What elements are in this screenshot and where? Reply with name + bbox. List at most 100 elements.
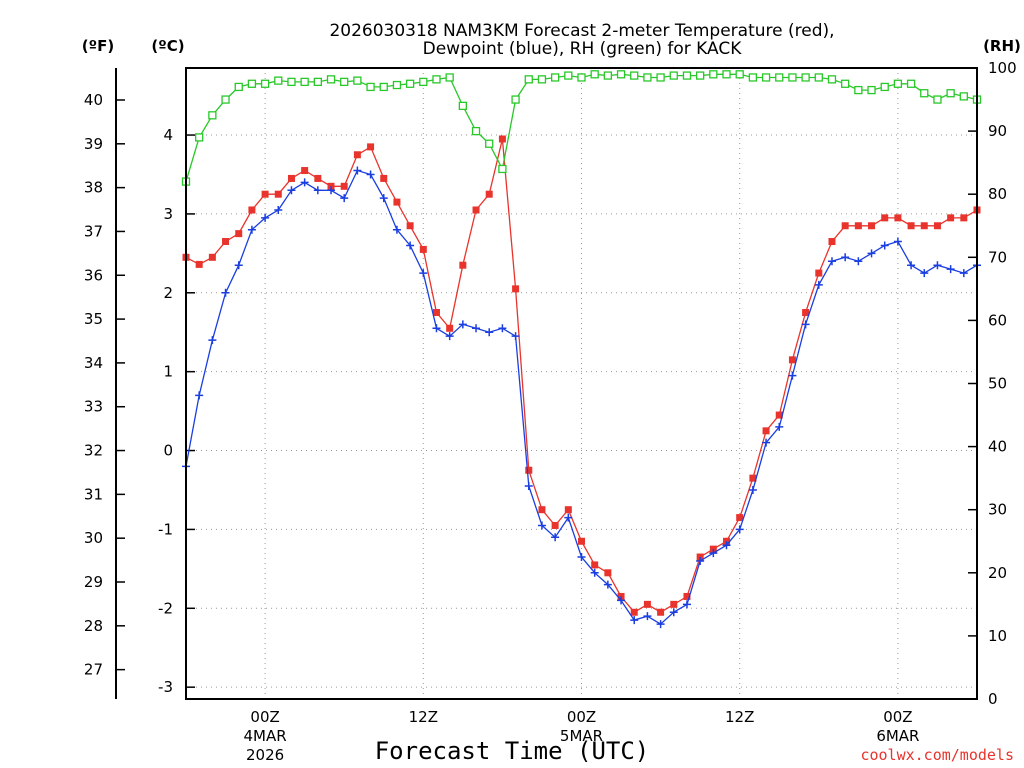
dewpoint-point [195, 391, 204, 400]
rh-point [920, 89, 929, 98]
rh-tick-label: 60 [988, 311, 1007, 329]
rh-point [485, 139, 494, 148]
rh-point [577, 73, 586, 82]
temperature-point [419, 245, 427, 253]
dewpoint-point [748, 485, 757, 494]
rh-tick-label: 0 [988, 690, 998, 708]
temperature-point [459, 261, 467, 269]
celsius-tick-label: 1 [163, 363, 173, 381]
dewpoint-point [432, 324, 441, 333]
fahrenheit-tick-label: 40 [84, 91, 103, 109]
temperature-point [630, 608, 638, 616]
dewpoint-point [472, 324, 481, 333]
dewpoint-point [656, 620, 665, 629]
dewpoint-point [498, 324, 507, 333]
time-tick-label: 12Z [725, 708, 754, 726]
dewpoint-point [261, 213, 270, 222]
dewpoint-point [959, 269, 968, 278]
temperature-point [749, 474, 757, 482]
dewpoint-point [564, 513, 573, 522]
temperature-point [287, 174, 295, 182]
dewpoint-point [485, 328, 494, 337]
rh-tick-label: 10 [988, 627, 1007, 645]
fahrenheit-tick-label: 39 [84, 135, 103, 153]
temperature-point [393, 198, 401, 206]
plot-frame [185, 67, 978, 700]
temperature-point [841, 222, 849, 230]
year-tick-label: 2026 [246, 746, 284, 764]
fahrenheit-tick-label: 32 [84, 442, 103, 460]
dewpoint-point [287, 186, 296, 195]
temperature-point [498, 135, 506, 143]
rh-point [550, 73, 560, 82]
temperature-point [195, 260, 203, 268]
temperature-point [472, 206, 480, 214]
dewpoint-point [643, 612, 652, 621]
fahrenheit-tick-label: 27 [84, 661, 103, 679]
rh-point [353, 76, 362, 85]
time-tick-label: 00Z [250, 708, 279, 726]
dewpoint-point [445, 332, 454, 341]
chart-title-line2: Dewpoint (blue), RH (green) for KACK [423, 39, 743, 59]
dewpoint-point [801, 320, 810, 329]
temperature-point [736, 514, 744, 522]
dewpoint-point [775, 422, 784, 431]
rh-point [643, 73, 652, 82]
rh-point [682, 71, 692, 80]
temperature-point [788, 356, 796, 364]
dewpoint-point [669, 608, 678, 617]
dewpoint-point [537, 521, 546, 530]
dewpoint-point [353, 166, 362, 175]
rh-point [590, 70, 599, 79]
chart-title-line1: 2026030318 NAM3KM Forecast 2-meter Tempe… [329, 21, 834, 41]
fahrenheit-tick-label: 30 [84, 529, 103, 547]
temperature-point [960, 214, 968, 222]
temperature-point [551, 521, 559, 529]
rh-point [603, 71, 613, 80]
dewpoint-point [458, 320, 467, 329]
temperature-point [683, 592, 691, 600]
rh-point [656, 73, 665, 82]
rh-point [419, 77, 428, 87]
dewpoint-point [893, 237, 902, 246]
temperature-point [353, 151, 361, 159]
dewpoint-point [274, 205, 283, 214]
dewpoint-point [722, 541, 731, 550]
dewpoint-point [682, 600, 691, 609]
dewpoint-point [827, 257, 836, 266]
rh-point [340, 77, 349, 87]
rh-point [392, 80, 402, 90]
dewpoint-point [946, 265, 955, 274]
series-layer [181, 70, 982, 629]
dewpoint-point [735, 525, 744, 534]
date-tick-label: 5MAR [560, 727, 603, 745]
dewpoint-point [392, 225, 401, 234]
temperature-point [591, 561, 599, 569]
rh-point [511, 95, 520, 104]
dewpoint-point [313, 186, 322, 195]
rh-point [748, 73, 758, 82]
dewpoint-point [419, 269, 428, 278]
temperature-point [762, 427, 770, 435]
rh-point [867, 85, 876, 95]
fahrenheit-tick-label: 38 [84, 179, 103, 197]
temperature-point [538, 506, 546, 514]
temperature-point [406, 222, 414, 230]
dewpoint-point [551, 533, 560, 542]
rh-point [801, 73, 810, 82]
dewpoint-point [221, 288, 230, 297]
dewpoint-point [577, 553, 586, 562]
rh-point [814, 73, 823, 82]
dewpoint-point [867, 249, 876, 258]
rh-tick-label: 40 [988, 438, 1007, 456]
rh-point [761, 73, 771, 82]
rh-tick-label: 30 [988, 501, 1007, 519]
temperature-point [512, 285, 520, 293]
rh-point [616, 70, 626, 79]
time-tick-label: 00Z [883, 708, 912, 726]
dewpoint-point [590, 568, 599, 577]
rh-point [841, 79, 850, 88]
celsius-tick-label: -2 [158, 599, 173, 617]
rh-point [788, 73, 797, 82]
fahrenheit-tick-label: 34 [84, 354, 103, 372]
